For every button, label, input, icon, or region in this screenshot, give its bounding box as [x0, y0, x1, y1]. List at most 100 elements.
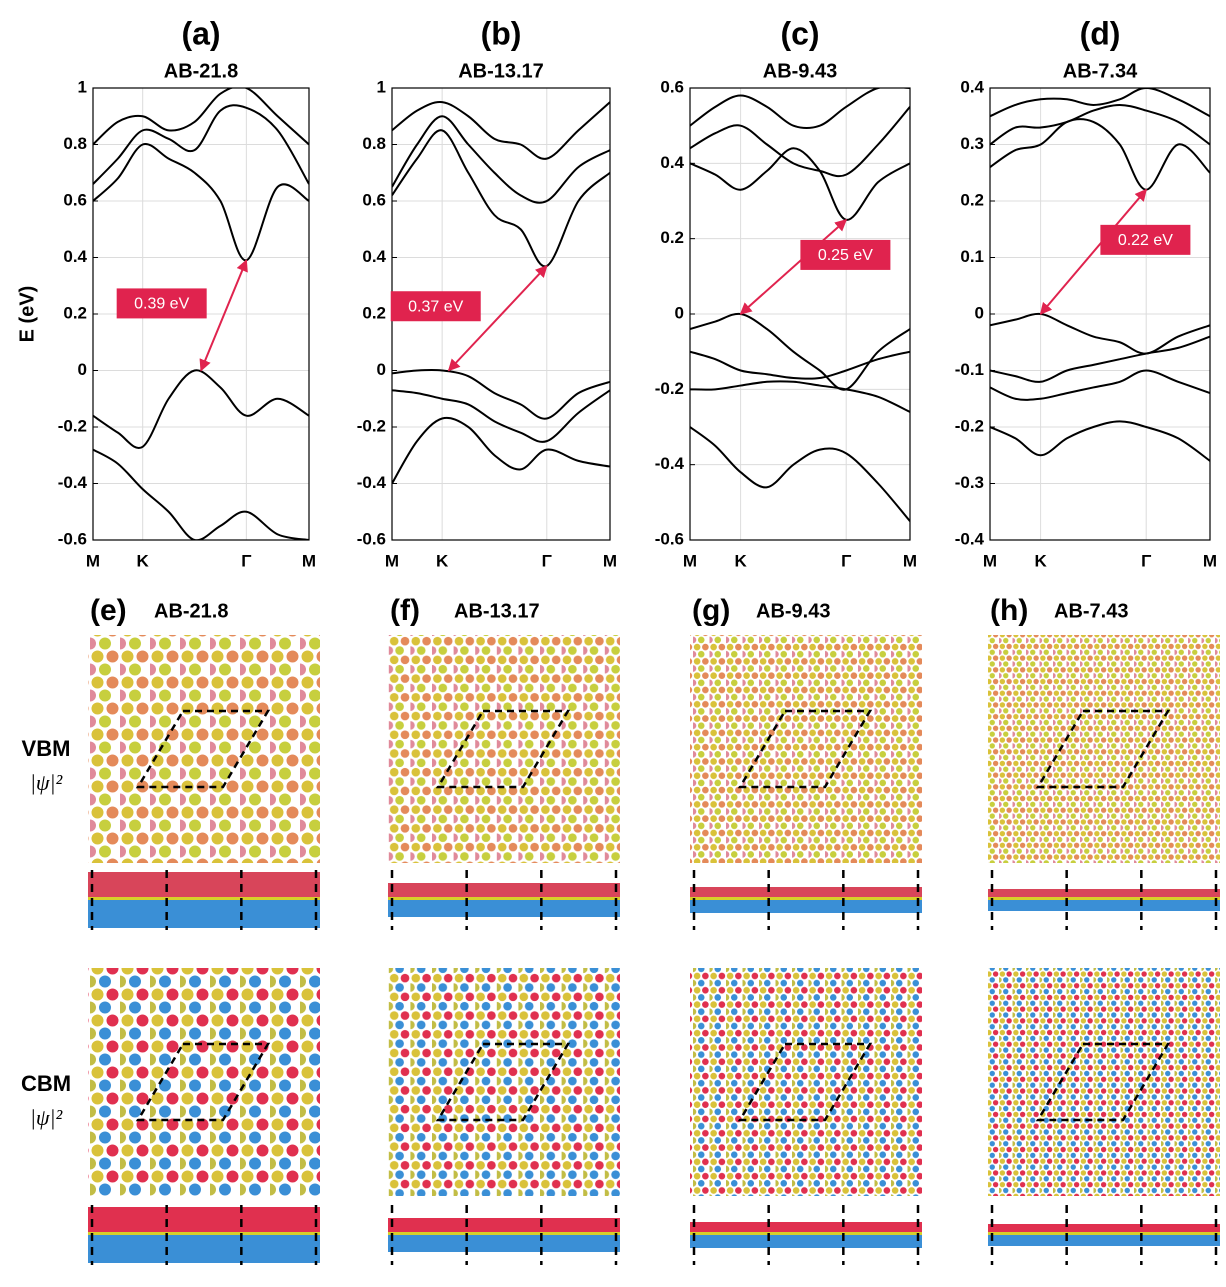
x-tick-label: Γ: [542, 551, 552, 570]
x-tick-label: K: [436, 551, 449, 570]
y-tick-label: -0.6: [655, 529, 684, 548]
band-line: [990, 119, 1210, 190]
panel-title: AB-9.43: [763, 60, 837, 82]
band-line: [392, 116, 610, 203]
y-tick-label: -0.1: [955, 360, 984, 379]
y-tick-label: -0.2: [955, 416, 984, 435]
panel-label: (a): [181, 15, 220, 51]
structure-label: (g): [692, 594, 730, 627]
x-tick-label: K: [1034, 551, 1047, 570]
band-line: [690, 87, 910, 128]
y-tick-label: -0.4: [955, 529, 985, 548]
band-line: [392, 418, 610, 484]
y-tick-label: -0.4: [357, 473, 387, 492]
band-line: [392, 390, 610, 442]
band-line: [392, 130, 610, 266]
y-tick-label: -0.3: [955, 473, 984, 492]
gap-label: 0.22 eV: [1118, 232, 1173, 249]
structure-image: [88, 635, 320, 863]
x-tick-label: Γ: [241, 551, 251, 570]
band-line: [93, 86, 309, 144]
structure-image: [88, 968, 320, 1196]
x-tick-label: Γ: [841, 551, 851, 570]
gap-label: 0.37 eV: [408, 298, 463, 315]
panel-label: (c): [780, 15, 819, 51]
y-tick-label: 0.3: [960, 134, 984, 153]
x-tick-label: M: [302, 551, 316, 570]
panel-label: (b): [481, 15, 522, 51]
y-tick-label: 0.6: [660, 77, 684, 96]
y-tick-label: -0.2: [357, 416, 386, 435]
figure: (a)AB-21.8E (eV)-0.6-0.4-0.200.20.40.60.…: [0, 0, 1226, 1282]
x-tick-label: M: [983, 551, 997, 570]
row-label: VBM: [22, 736, 71, 761]
y-tick-label: 0.6: [362, 190, 386, 209]
side-bottom: [88, 900, 320, 928]
band-line: [690, 148, 910, 220]
side-bottom: [690, 900, 922, 913]
panel-title: AB-13.17: [458, 60, 544, 82]
structure-title: AB-13.17: [454, 600, 540, 622]
y-tick-label: 0.2: [960, 190, 984, 209]
structure-title: AB-21.8: [154, 600, 228, 622]
x-tick-label: M: [683, 551, 697, 570]
x-tick-label: M: [1203, 551, 1217, 570]
y-tick-label: 0.4: [63, 247, 87, 266]
side-top: [88, 872, 320, 900]
band-line: [990, 337, 1210, 382]
y-tick-label: 0.4: [362, 247, 386, 266]
band-line: [690, 107, 910, 176]
panel-label: (d): [1080, 15, 1121, 51]
y-tick-label: 0.8: [362, 134, 386, 153]
band-line: [990, 371, 1210, 400]
row-label: CBM: [21, 1071, 71, 1096]
x-tick-label: M: [86, 551, 100, 570]
side-bottom: [690, 1235, 922, 1248]
band-line: [392, 102, 610, 159]
structure-image: [988, 635, 1220, 863]
structure-title: AB-9.43: [756, 600, 830, 622]
y-tick-label: 0: [975, 303, 984, 322]
x-tick-label: Γ: [1141, 551, 1151, 570]
side-top: [88, 1207, 320, 1235]
side-bottom: [988, 1235, 1220, 1246]
structure-image: [690, 635, 922, 863]
structure-image: [988, 968, 1220, 1196]
row-quantity: |ψ|²: [30, 1105, 63, 1130]
x-tick-label: M: [385, 551, 399, 570]
band-line: [93, 450, 309, 541]
x-tick-label: M: [603, 551, 617, 570]
structure-title: AB-7.43: [1054, 600, 1128, 622]
y-tick-label: 1: [377, 77, 386, 96]
x-tick-label: M: [903, 551, 917, 570]
row-quantity: |ψ|²: [30, 770, 63, 795]
structure-image: [388, 968, 620, 1196]
y-tick-label: 0.2: [362, 303, 386, 322]
band-line: [93, 370, 309, 448]
band-line: [690, 381, 910, 412]
structure-image: [388, 635, 620, 863]
y-tick-label: 0.2: [63, 303, 87, 322]
x-tick-label: K: [734, 551, 747, 570]
band-line: [93, 144, 309, 260]
band-line: [990, 88, 1210, 116]
gap-label: 0.39 eV: [134, 296, 189, 313]
panel-title: AB-7.34: [1063, 60, 1138, 82]
side-bottom: [388, 900, 620, 917]
y-tick-label: -0.4: [655, 454, 685, 473]
gap-label: 0.25 eV: [818, 247, 873, 264]
y-tick-label: 0: [377, 360, 386, 379]
y-tick-label: 0: [78, 360, 87, 379]
panel-title: AB-21.8: [164, 60, 238, 82]
x-tick-label: K: [137, 551, 150, 570]
y-tick-label: -0.2: [655, 379, 684, 398]
y-tick-label: 0: [675, 303, 684, 322]
structure-label: (f): [390, 594, 420, 627]
y-tick-label: 1: [78, 77, 87, 96]
y-tick-label: 0.1: [960, 247, 984, 266]
band-line: [690, 427, 910, 521]
y-tick-label: 0.8: [63, 134, 87, 153]
structure-label: (h): [990, 594, 1028, 627]
y-tick-label: -0.6: [357, 529, 386, 548]
y-tick-label: -0.4: [58, 473, 88, 492]
